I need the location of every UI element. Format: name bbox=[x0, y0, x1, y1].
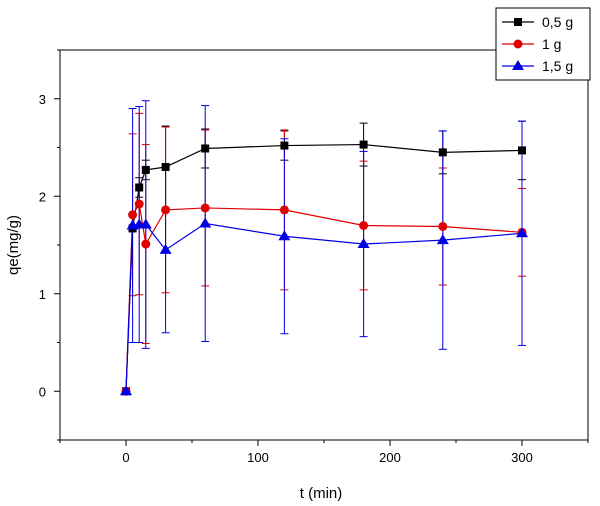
y-tick-label: 2 bbox=[39, 189, 46, 204]
data-point-triangle bbox=[139, 218, 152, 229]
legend-marker-square bbox=[514, 18, 522, 26]
data-point-circle bbox=[438, 221, 448, 231]
data-point-triangle bbox=[436, 234, 449, 245]
data-point-square bbox=[280, 141, 289, 150]
legend-label: 1 g bbox=[542, 36, 561, 52]
data-point-circle bbox=[200, 203, 210, 213]
series-line-triangle bbox=[125, 222, 523, 392]
data-point-circle bbox=[279, 205, 289, 215]
data-point-circle bbox=[141, 239, 151, 249]
x-tick-label: 100 bbox=[247, 450, 269, 465]
data-point-square bbox=[518, 146, 526, 155]
data-point-triangle bbox=[278, 230, 291, 241]
x-tick-label: 200 bbox=[379, 450, 401, 465]
x-axis-label: t (min) bbox=[300, 485, 343, 502]
data-point-triangle bbox=[159, 243, 172, 254]
data-point-square bbox=[359, 140, 368, 149]
legend-marker-triangle bbox=[512, 60, 524, 70]
x-tick-label: 0 bbox=[122, 450, 129, 465]
data-point-square bbox=[438, 148, 447, 157]
legend: 0,5 g 1 g 1,5 g bbox=[495, 7, 591, 81]
data-point-circle bbox=[359, 221, 369, 230]
legend-marker-circle bbox=[513, 39, 523, 49]
data-point-square bbox=[201, 144, 210, 153]
y-tick-label: 1 bbox=[39, 287, 46, 302]
data-point-circle bbox=[128, 210, 138, 220]
data-point-circle bbox=[161, 205, 171, 215]
y-tick-label: 0 bbox=[39, 384, 46, 399]
x-tick-label: 300 bbox=[511, 450, 533, 465]
data-point-triangle bbox=[199, 217, 212, 228]
y-tick-label: 3 bbox=[39, 92, 46, 107]
legend-label: 1,5 g bbox=[542, 58, 573, 74]
error-bars bbox=[128, 100, 526, 350]
data-point-square bbox=[161, 163, 170, 171]
series-markers bbox=[120, 140, 528, 396]
series-line-circle bbox=[125, 202, 523, 392]
axis-ticks: 0 100 200 300 0 1 2 3 bbox=[39, 49, 589, 465]
data-point-triangle bbox=[120, 385, 132, 396]
data-point-square bbox=[141, 165, 150, 174]
legend-label: 0,5 g bbox=[542, 14, 573, 30]
y-axis-label: qe(mg/g) bbox=[5, 215, 22, 275]
data-point-circle bbox=[134, 199, 144, 209]
series-lines bbox=[125, 143, 523, 392]
data-point-triangle bbox=[357, 238, 370, 249]
series-line-square bbox=[125, 143, 523, 392]
data-point-triangle bbox=[516, 227, 528, 238]
data-point-square bbox=[135, 183, 144, 192]
